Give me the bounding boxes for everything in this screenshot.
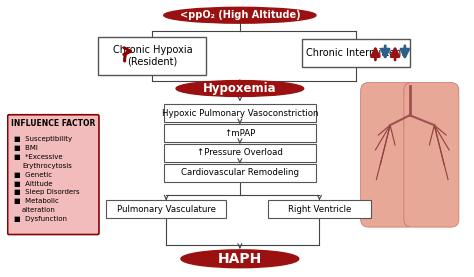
Bar	[99, 37, 207, 75]
Text: Pulmonary Vasculature: Pulmonary Vasculature	[117, 205, 216, 214]
Bar	[106, 200, 226, 218]
Text: Cardiovascular Remodeling: Cardiovascular Remodeling	[181, 168, 299, 177]
Ellipse shape	[181, 250, 299, 268]
Text: ■  *Excessive: ■ *Excessive	[14, 154, 63, 160]
FancyBboxPatch shape	[8, 115, 99, 235]
Text: ↑mPAP: ↑mPAP	[224, 129, 255, 138]
Text: ■  BMI: ■ BMI	[14, 145, 38, 151]
Text: ■  Metabolic: ■ Metabolic	[14, 198, 59, 204]
Bar	[164, 144, 316, 162]
Text: Chronic Hypoxia
(Resident): Chronic Hypoxia (Resident)	[113, 45, 192, 67]
FancyBboxPatch shape	[404, 83, 459, 227]
Ellipse shape	[176, 81, 304, 96]
FancyBboxPatch shape	[361, 83, 416, 227]
Text: alteration: alteration	[22, 207, 56, 213]
Text: Right Ventricle: Right Ventricle	[288, 205, 351, 214]
Text: Hypoxic Pulmonary Vasoconstriction: Hypoxic Pulmonary Vasoconstriction	[162, 109, 318, 118]
Text: ■  Altitude: ■ Altitude	[14, 181, 53, 187]
Ellipse shape	[164, 7, 316, 23]
Text: HAPH: HAPH	[218, 252, 262, 266]
Bar	[164, 164, 316, 181]
Bar	[268, 200, 371, 218]
Text: Chronic Intermittent: Chronic Intermittent	[306, 48, 405, 58]
Text: INFLUENCE FACTOR: INFLUENCE FACTOR	[11, 119, 95, 128]
Bar	[164, 104, 316, 122]
Bar	[302, 39, 410, 67]
Text: Erythrocytosis: Erythrocytosis	[22, 163, 72, 169]
Text: ■  Genetic: ■ Genetic	[14, 172, 52, 178]
Text: ■  Sleep Disorders: ■ Sleep Disorders	[14, 189, 80, 196]
Text: ↑Pressure Overload: ↑Pressure Overload	[197, 148, 283, 157]
Text: ■  Dysfunction: ■ Dysfunction	[14, 216, 67, 222]
Text: Hypoxemia: Hypoxemia	[203, 82, 277, 95]
Bar	[164, 124, 316, 142]
Text: ■  Susceptibility: ■ Susceptibility	[14, 136, 72, 142]
Text: <ppO₂ (High Altitude): <ppO₂ (High Altitude)	[180, 10, 300, 20]
